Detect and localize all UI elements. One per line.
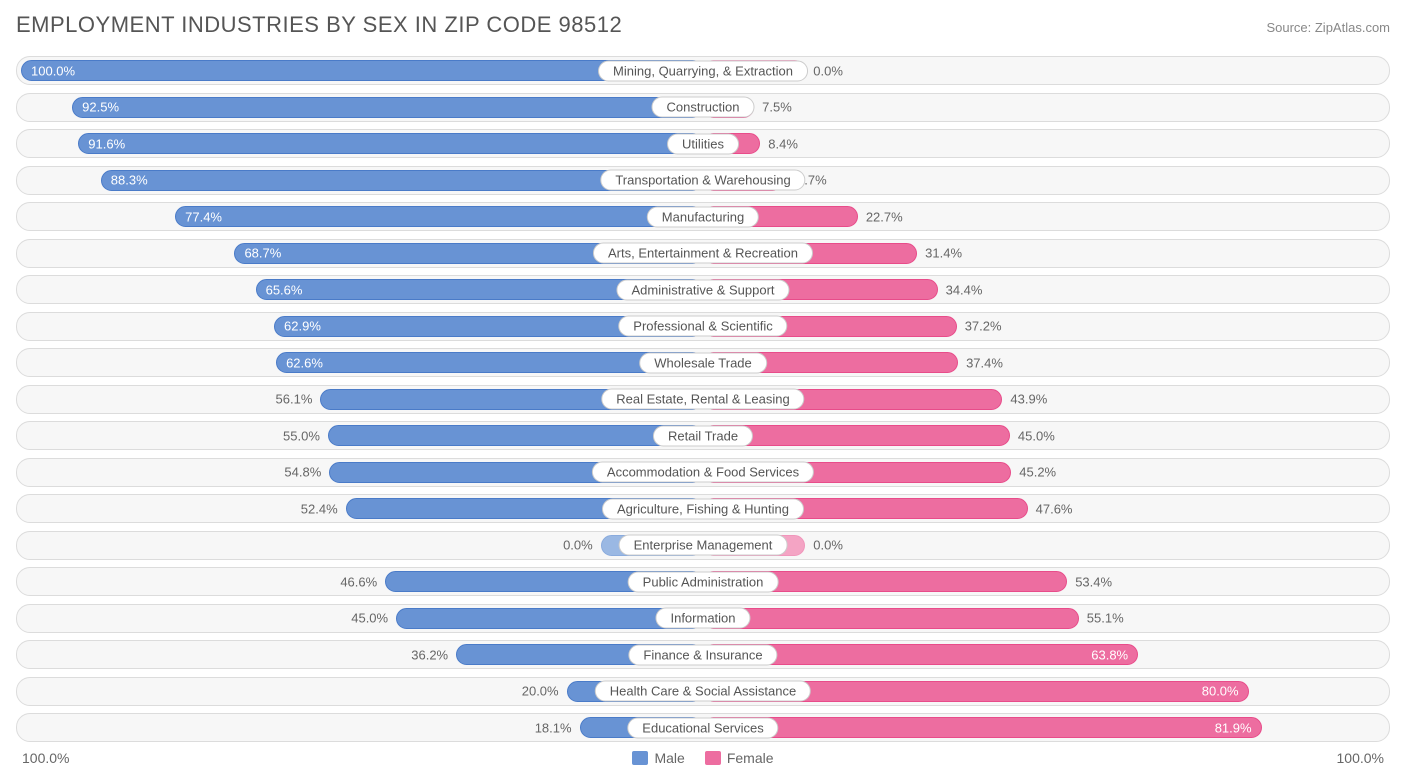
chart-row: 68.7% 31.4% Arts, Entertainment & Recreati…	[16, 239, 1390, 268]
chart-row: 20.0% 80.0% Health Care & Social Assistanc…	[16, 677, 1390, 706]
legend-item-male: Male	[632, 750, 684, 766]
chart-source: Source: ZipAtlas.com	[1266, 20, 1390, 35]
bar-male	[328, 425, 703, 446]
pct-label-male: 92.5%	[82, 100, 119, 115]
pct-label-male: 65.6%	[266, 282, 303, 297]
category-label: Agriculture, Fishing & Hunting	[602, 498, 804, 519]
bar-female	[703, 717, 1262, 738]
legend-item-female: Female	[705, 750, 774, 766]
pct-label-male: 62.6%	[286, 355, 323, 370]
chart-row: 18.1% 81.9% Educational Services	[16, 713, 1390, 742]
pct-label-male: 62.9%	[284, 319, 321, 334]
chart-area: 100.0% 0.0% Mining, Quarrying, & Extractio…	[16, 56, 1390, 742]
chart-row: 56.1% 43.9% Real Estate, Rental & Leasing	[16, 385, 1390, 414]
category-label: Retail Trade	[653, 425, 753, 446]
category-label: Utilities	[667, 133, 739, 154]
category-label: Enterprise Management	[619, 535, 788, 556]
pct-label-female: 63.8%	[1091, 647, 1128, 662]
pct-label-male: 45.0%	[351, 611, 388, 626]
pct-label-female: 43.9%	[1010, 392, 1047, 407]
pct-label-male: 55.0%	[283, 428, 320, 443]
category-label: Construction	[652, 97, 755, 118]
pct-label-male: 100.0%	[31, 63, 75, 78]
pct-label-male: 77.4%	[185, 209, 222, 224]
chart-row: 54.8% 45.2% Accommodation & Food Services	[16, 458, 1390, 487]
category-label: Manufacturing	[647, 206, 759, 227]
bar-male	[78, 133, 703, 154]
pct-label-male: 36.2%	[411, 647, 448, 662]
chart-row: 52.4% 47.6% Agriculture, Fishing & Hunting	[16, 494, 1390, 523]
category-label: Real Estate, Rental & Leasing	[601, 389, 804, 410]
pct-label-female: 8.4%	[768, 136, 798, 151]
bar-female	[703, 608, 1079, 629]
chart-row: 88.3%11.7%Transportation & Warehousing	[16, 166, 1390, 195]
bar-male	[72, 97, 703, 118]
pct-label-female: 55.1%	[1087, 611, 1124, 626]
chart-row: 62.6% 37.4% Wholesale Trade	[16, 348, 1390, 377]
chart-row: 46.6% 53.4% Public Administration	[16, 567, 1390, 596]
category-label: Wholesale Trade	[639, 352, 767, 373]
pct-label-female: 81.9%	[1215, 720, 1252, 735]
category-label: Mining, Quarrying, & Extraction	[598, 60, 808, 81]
pct-label-female: 0.0%	[813, 63, 843, 78]
chart-row: 92.5% 7.5% Construction	[16, 93, 1390, 122]
category-label: Transportation & Warehousing	[600, 170, 805, 191]
pct-label-female: 53.4%	[1075, 574, 1112, 589]
pct-label-female: 31.4%	[925, 246, 962, 261]
legend-center: Male Female	[632, 750, 773, 766]
pct-label-male: 88.3%	[111, 173, 148, 188]
pct-label-female: 7.5%	[762, 100, 792, 115]
pct-label-female: 37.4%	[966, 355, 1003, 370]
category-label: Professional & Scientific	[618, 316, 787, 337]
category-label: Accommodation & Food Services	[592, 462, 814, 483]
chart-row: 55.0% 45.0% Retail Trade	[16, 421, 1390, 450]
category-label: Finance & Insurance	[628, 644, 777, 665]
chart-row: 91.6% 8.4% Utilities	[16, 129, 1390, 158]
bar-male	[175, 206, 703, 227]
category-label: Public Administration	[628, 571, 779, 592]
swatch-male	[632, 751, 648, 765]
chart-row: 45.0% 55.1% Information	[16, 604, 1390, 633]
category-label: Administrative & Support	[616, 279, 789, 300]
legend-label-female: Female	[727, 750, 774, 766]
pct-label-male: 52.4%	[301, 501, 338, 516]
category-label: Educational Services	[627, 717, 778, 738]
category-label: Health Care & Social Assistance	[595, 681, 811, 702]
chart-row: 62.9% 37.2% Professional & Scientific	[16, 312, 1390, 341]
pct-label-female: 34.4%	[946, 282, 983, 297]
pct-label-female: 47.6%	[1036, 501, 1073, 516]
pct-label-male: 46.6%	[340, 574, 377, 589]
swatch-female	[705, 751, 721, 765]
pct-label-female: 0.0%	[813, 538, 843, 553]
pct-label-male: 18.1%	[535, 720, 572, 735]
legend-label-male: Male	[654, 750, 684, 766]
chart-row: 100.0% 0.0% Mining, Quarrying, & Extractio…	[16, 56, 1390, 85]
pct-label-male: 68.7%	[244, 246, 281, 261]
pct-label-female: 22.7%	[866, 209, 903, 224]
pct-label-female: 37.2%	[965, 319, 1002, 334]
pct-label-male: 56.1%	[276, 392, 313, 407]
axis-label-left: 100.0%	[22, 750, 69, 766]
legend-row: 100.0% Male Female 100.0%	[16, 750, 1390, 766]
chart-row: 0.0% 0.0% Enterprise Management	[16, 531, 1390, 560]
chart-row: 65.6% 34.4% Administrative & Support	[16, 275, 1390, 304]
pct-label-male: 54.8%	[284, 465, 321, 480]
axis-label-right: 100.0%	[1337, 750, 1384, 766]
category-label: Arts, Entertainment & Recreation	[593, 243, 813, 264]
pct-label-female: 80.0%	[1202, 684, 1239, 699]
pct-label-male: 0.0%	[563, 538, 593, 553]
chart-header: EMPLOYMENT INDUSTRIES BY SEX IN ZIP CODE…	[16, 12, 1390, 38]
pct-label-female: 45.2%	[1019, 465, 1056, 480]
pct-label-male: 20.0%	[522, 684, 559, 699]
chart-row: 36.2% 63.8% Finance & Insurance	[16, 640, 1390, 669]
category-label: Information	[655, 608, 750, 629]
pct-label-female: 45.0%	[1018, 428, 1055, 443]
chart-title: EMPLOYMENT INDUSTRIES BY SEX IN ZIP CODE…	[16, 12, 622, 38]
pct-label-male: 91.6%	[88, 136, 125, 151]
chart-row: 77.4% 22.7% Manufacturing	[16, 202, 1390, 231]
